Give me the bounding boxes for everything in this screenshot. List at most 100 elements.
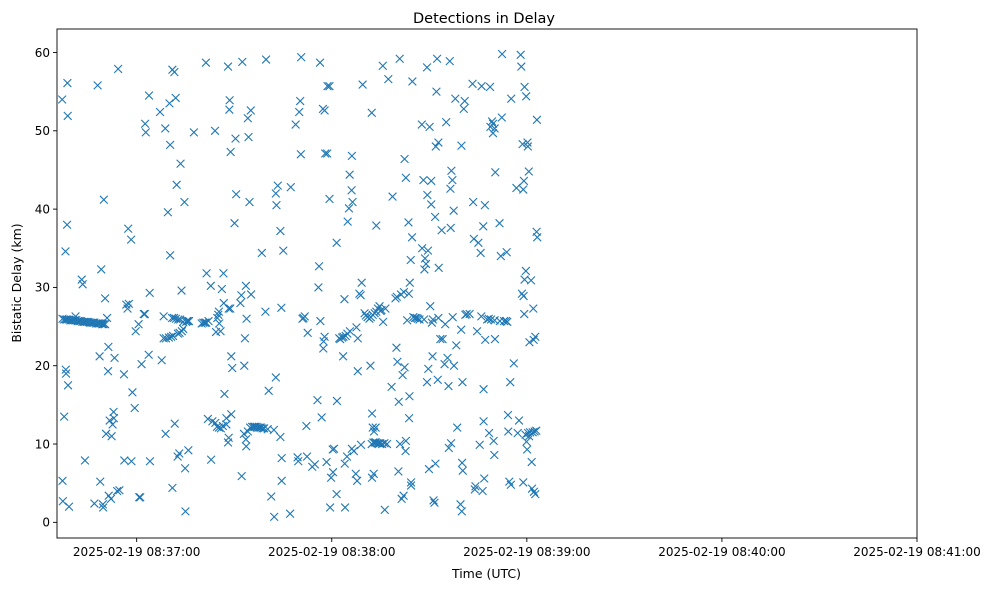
data-point (240, 334, 250, 343)
data-point (512, 183, 521, 193)
data-point (404, 413, 414, 423)
data-point (475, 440, 484, 450)
data-point (409, 312, 418, 322)
data-point (184, 446, 193, 455)
data-point (276, 226, 285, 236)
data-points (57, 49, 542, 522)
data-point (181, 507, 190, 516)
data-point (269, 512, 279, 522)
data-point (372, 221, 381, 230)
data-point (406, 481, 416, 490)
data-point (502, 247, 511, 257)
data-point (347, 151, 357, 161)
data-point (432, 54, 442, 64)
data-point (490, 450, 499, 460)
data-point (214, 307, 224, 316)
data-point (369, 469, 378, 479)
data-point (320, 149, 330, 158)
data-point (430, 212, 440, 222)
data-point (225, 105, 234, 114)
data-point (168, 331, 178, 341)
data-point (424, 364, 433, 374)
data-point (168, 483, 177, 493)
data-point (423, 190, 432, 200)
data-point (99, 319, 108, 329)
data-point (217, 284, 227, 294)
y-tick-label: 60 (35, 46, 50, 60)
data-point (112, 486, 122, 496)
data-point (422, 63, 432, 72)
data-point (170, 419, 179, 428)
data-point (421, 259, 431, 269)
data-point (520, 82, 529, 92)
data-point (272, 200, 281, 210)
data-point (371, 423, 380, 432)
data-point (452, 423, 462, 432)
data-point (433, 375, 443, 385)
data-point (451, 94, 460, 103)
data-point (340, 503, 350, 512)
data-point (61, 369, 71, 378)
data-point (406, 478, 416, 487)
data-point (127, 456, 136, 466)
data-point (476, 248, 485, 258)
data-point (430, 498, 439, 508)
data-point (434, 263, 444, 273)
data-point (296, 150, 306, 159)
data-point (356, 290, 365, 300)
data-point (302, 421, 311, 431)
data-point (206, 455, 216, 464)
data-point (102, 313, 112, 323)
data-point (145, 288, 154, 298)
data-point (459, 104, 469, 114)
data-point (522, 437, 531, 446)
data-point (170, 67, 179, 77)
data-point (437, 225, 446, 235)
data-point (219, 269, 228, 278)
data-point (161, 429, 170, 439)
data-point (487, 117, 497, 126)
data-point (432, 87, 441, 96)
data-point (126, 235, 136, 244)
data-point (99, 195, 109, 204)
data-point (399, 287, 409, 297)
data-point (521, 92, 531, 101)
data-point (230, 218, 239, 228)
data-point (431, 142, 441, 151)
data-point (189, 128, 199, 137)
data-point (394, 397, 404, 407)
data-point (381, 304, 390, 313)
data-point (474, 238, 483, 248)
data-point (295, 96, 305, 106)
data-point (479, 417, 488, 426)
data-point (404, 289, 414, 298)
data-point (325, 503, 335, 512)
data-point (314, 283, 323, 292)
data-point (482, 315, 492, 324)
data-point (177, 286, 186, 295)
data-point (264, 386, 273, 396)
data-point (447, 166, 456, 176)
data-point (456, 325, 466, 334)
data-point (468, 79, 477, 89)
data-point (161, 334, 171, 343)
plot-frame (56, 28, 918, 539)
data-point (303, 328, 312, 338)
data-point (261, 55, 271, 64)
data-point (103, 366, 113, 376)
data-point (258, 424, 267, 433)
data-point (406, 255, 416, 265)
data-point (400, 154, 409, 164)
data-point (277, 476, 286, 486)
data-point (440, 319, 450, 329)
data-point (271, 373, 281, 382)
data-point (351, 469, 361, 479)
data-point (80, 456, 90, 465)
data-point (392, 292, 402, 302)
x-tick-label: 2025-02-19 08:41:00 (853, 545, 980, 559)
data-point (496, 251, 506, 261)
data-point (137, 359, 146, 369)
data-point (59, 412, 69, 421)
data-point (236, 298, 245, 308)
